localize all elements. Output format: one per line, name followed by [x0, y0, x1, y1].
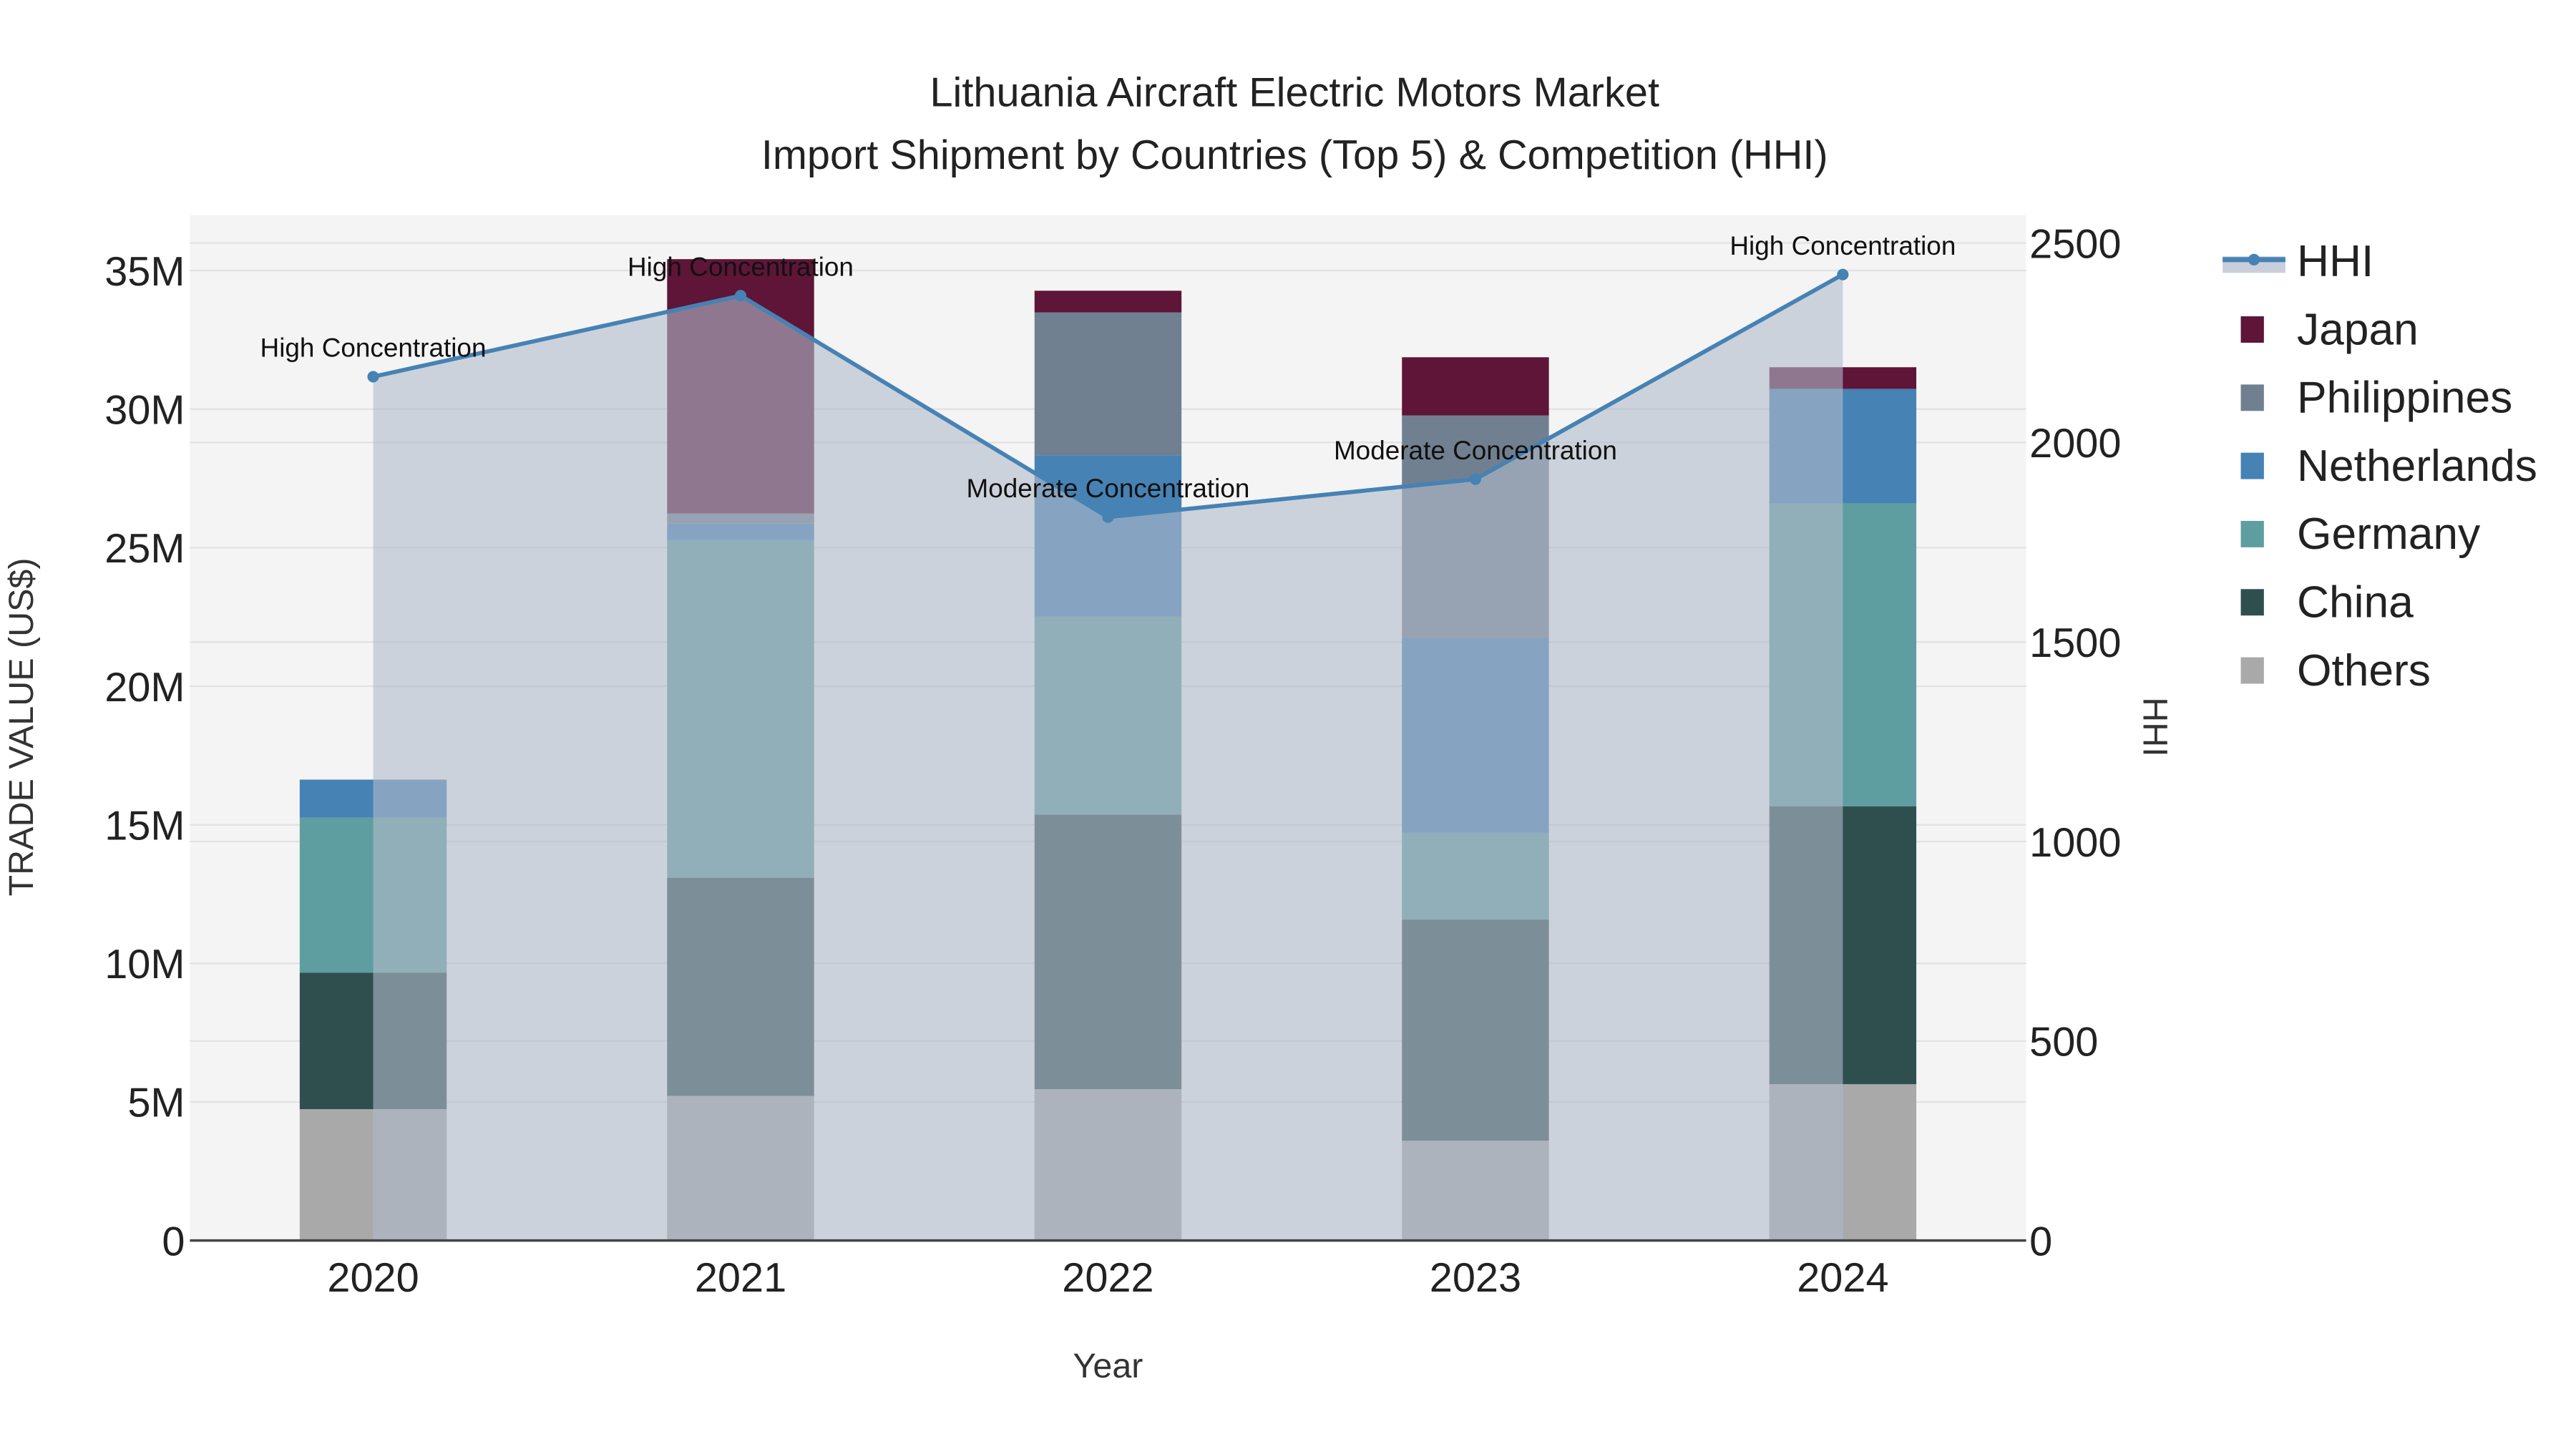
y2-tick-label: 500: [2029, 1020, 2098, 1065]
bar-philippines-2022: [1034, 312, 1182, 456]
hhi-annotation: Moderate Concentration: [966, 474, 1249, 503]
x-tick-label: 2020: [327, 1255, 419, 1301]
legend-label-others: Others: [2297, 646, 2431, 696]
hhi-area-fill: [373, 274, 1843, 1241]
chart-title-line1: Lithuania Aircraft Electric Motors Marke…: [930, 69, 1659, 115]
x-axis-ticks: 2020 2021 2022 2023 2024: [327, 1255, 1888, 1301]
x-tick-label: 2024: [1797, 1255, 1888, 1301]
legend-label-philippines: Philippines: [2297, 374, 2512, 423]
hhi-point-2021: [734, 290, 747, 302]
legend-label-japan: Japan: [2297, 305, 2419, 354]
x-tick-label: 2021: [695, 1255, 786, 1301]
y-axis-ticks: 0 5M 10M 15M 20M 25M 30M 35M: [104, 249, 185, 1265]
y-tick-label: 0: [162, 1219, 185, 1264]
legend-swatch-china: [2240, 589, 2264, 616]
legend-label-china: China: [2297, 578, 2414, 628]
y2-tick-label: 1000: [2029, 820, 2121, 866]
legend: HHI Japan Philippines Netherlands Germany Chi…: [2223, 237, 2537, 696]
y2-tick-label: 0: [2029, 1219, 2052, 1264]
y2-axis-ticks: 0 500 1000 1500 2000 2500: [2029, 221, 2121, 1264]
legend-swatch-philippines: [2240, 384, 2264, 411]
bar-japan-2023: [1402, 357, 1549, 416]
y-tick-label: 35M: [104, 249, 185, 295]
legend-swatch-others: [2240, 657, 2264, 684]
hhi-point-2022: [1102, 511, 1114, 523]
legend-swatch-netherlands: [2240, 452, 2264, 479]
y2-tick-label: 2000: [2029, 421, 2121, 467]
y-tick-label: 25M: [104, 526, 185, 572]
legend-label-hhi: HHI: [2297, 237, 2373, 286]
y-tick-label: 15M: [104, 803, 185, 849]
y-tick-label: 30M: [104, 387, 185, 433]
y-tick-label: 10M: [104, 942, 185, 987]
y-axis-label: TRADE VALUE (US$): [2, 557, 41, 896]
y-tick-label: 20M: [104, 665, 185, 711]
chart-title-line2: Import Shipment by Countries (Top 5) & C…: [761, 132, 1828, 178]
hhi-point-2023: [1469, 473, 1481, 485]
hhi-line: High Concentration High Concentration Mode…: [260, 231, 1956, 523]
hhi-annotation: High Concentration: [628, 253, 854, 282]
x-tick-label: 2023: [1430, 1255, 1521, 1301]
hhi-annotation: Moderate Concentration: [1334, 436, 1617, 465]
bar-japan-2022: [1034, 291, 1182, 313]
y2-tick-label: 1500: [2029, 620, 2121, 666]
legend-hhi-marker-icon: [2248, 253, 2260, 265]
legend-label-germany: Germany: [2297, 509, 2481, 559]
hhi-point-2024: [1837, 268, 1849, 280]
hhi-annotation: High Concentration: [260, 333, 487, 363]
x-axis-label: Year: [1073, 1347, 1143, 1385]
y2-tick-label: 2500: [2029, 221, 2121, 267]
y2-axis-label: HHI: [2135, 697, 2174, 756]
hhi-annotation: High Concentration: [1729, 231, 1956, 260]
legend-swatch-germany: [2240, 520, 2264, 547]
x-tick-label: 2022: [1062, 1255, 1153, 1301]
legend-label-netherlands: Netherlands: [2297, 441, 2537, 491]
y-tick-label: 5M: [127, 1080, 185, 1126]
hhi-area: [373, 274, 1843, 1241]
hhi-point-2020: [367, 371, 379, 383]
legend-swatch-japan: [2240, 316, 2264, 343]
